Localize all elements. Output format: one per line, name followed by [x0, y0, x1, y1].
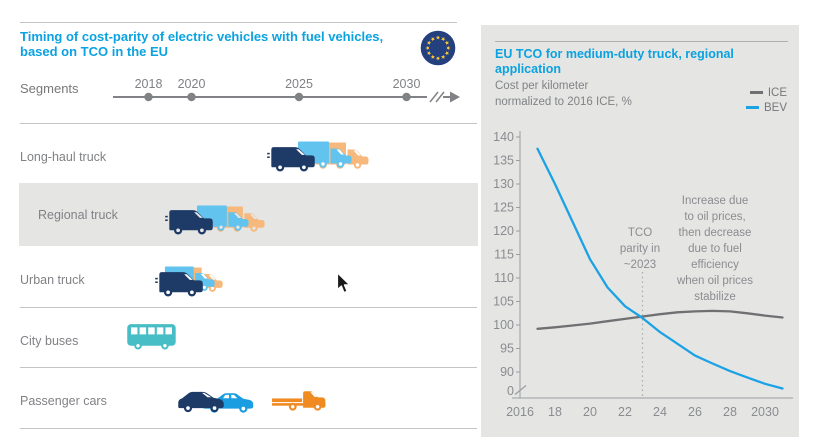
row-divider [20, 367, 477, 368]
left-panel-title: Timing of cost-parity of electric vehicl… [20, 29, 384, 59]
svg-text:2030: 2030 [751, 405, 779, 419]
svg-text:125: 125 [493, 201, 514, 215]
svg-text:2020: 2020 [178, 77, 206, 91]
mouse-cursor [336, 272, 351, 294]
svg-text:2025: 2025 [285, 77, 313, 91]
svg-text:26: 26 [688, 405, 702, 419]
legend-label-bev: BEV [763, 101, 787, 114]
top-divider [20, 22, 457, 23]
row-divider [20, 123, 477, 124]
segment-label-regional-truck: Regional truck [38, 208, 118, 222]
panel-divider [495, 41, 788, 42]
svg-text:28: 28 [723, 405, 737, 419]
segment-label-urban-truck: Urban truck [20, 273, 85, 287]
segment-label-passenger-cars: Passenger cars [20, 394, 107, 408]
svg-text:135: 135 [493, 154, 514, 168]
svg-text:2016: 2016 [506, 405, 534, 419]
svg-text:90: 90 [500, 365, 514, 379]
van-icon [165, 210, 213, 235]
tco-line-chart-svg: 140 135 130 125 120 115 110 105 100 95 90 0 2016 18 20… [493, 130, 793, 419]
tco-line-chart: 140 135 130 125 120 115 110 105 100 95 90 0 2016 18 20… [481, 123, 799, 433]
chart-subtitle: Cost per kilometer normalized to 2016 ICE… [495, 80, 632, 108]
segment-label-long-haul-truck: Long-haul truck [20, 150, 107, 164]
tco-chart-panel: EU TCO for medium-duty truck, regional ap… [481, 25, 799, 437]
pickup-icon [272, 391, 326, 411]
svg-text:18: 18 [548, 405, 562, 419]
svg-text:140: 140 [493, 130, 514, 144]
svg-text:110: 110 [494, 271, 514, 285]
legend-item-ice: ICE [746, 85, 787, 100]
legend-item-bev: BEV [745, 100, 787, 115]
svg-text:2030: 2030 [393, 77, 421, 91]
svg-text:115: 115 [494, 248, 514, 262]
bev-line-swatch [745, 106, 759, 109]
svg-text:2018: 2018 [135, 77, 163, 91]
van-icon [267, 147, 315, 172]
svg-text:130: 130 [493, 177, 514, 191]
svg-text:0: 0 [507, 384, 514, 398]
annotation-oil-prices: Increase due to oil prices, then decrease d… [676, 195, 754, 303]
svg-text:20: 20 [583, 405, 597, 419]
row-divider [20, 428, 477, 429]
svg-text:95: 95 [500, 342, 514, 356]
eu-flag-icon [420, 30, 456, 66]
svg-text:24: 24 [653, 405, 667, 419]
svg-text:22: 22 [618, 405, 632, 419]
chart-legend: ICE BEV [745, 85, 787, 115]
svg-text:100: 100 [493, 318, 514, 332]
bus-icon [127, 324, 176, 350]
svg-text:120: 120 [493, 224, 514, 238]
timeline-axis: 2018 2020 2025 2030 [113, 77, 460, 103]
van-icon [155, 272, 203, 297]
row-divider [20, 307, 477, 308]
segments-label: Segments [20, 81, 79, 96]
suv-icon [178, 391, 224, 413]
segment-label-city-buses: City buses [20, 334, 79, 348]
chart-title: EU TCO for medium-duty truck, regional ap… [495, 47, 734, 76]
ice-line-swatch [749, 91, 763, 94]
svg-text:105: 105 [493, 295, 514, 309]
annotation-tco-parity: TCO parity in ~2023 [619, 227, 661, 271]
legend-label-ice: ICE [767, 86, 787, 99]
